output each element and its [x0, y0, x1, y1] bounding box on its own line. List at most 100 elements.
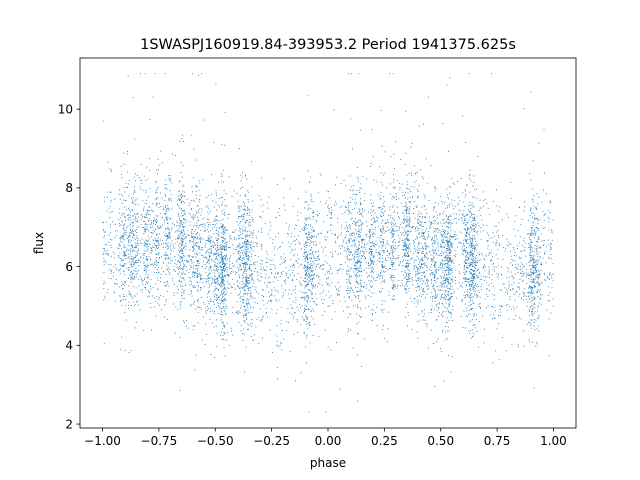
- data-point: [371, 314, 373, 316]
- data-point: [450, 282, 452, 284]
- data-point: [265, 307, 267, 309]
- data-point: [143, 280, 145, 282]
- data-point: [398, 255, 400, 256]
- data-point: [528, 237, 530, 239]
- data-point: [221, 292, 223, 294]
- data-point: [350, 290, 351, 291]
- data-point: [505, 247, 507, 249]
- data-point: [206, 218, 208, 220]
- data-point: [128, 195, 130, 197]
- data-point: [132, 244, 134, 246]
- data-point: [123, 227, 125, 229]
- data-point: [407, 236, 409, 238]
- data-point: [213, 261, 215, 263]
- data-point: [453, 254, 455, 256]
- data-point: [216, 346, 218, 348]
- data-point: [201, 278, 203, 280]
- data-point: [361, 209, 363, 211]
- data-points: [102, 73, 554, 413]
- data-point: [449, 206, 450, 208]
- data-point: [469, 244, 471, 246]
- data-point: [156, 192, 158, 194]
- data-point: [468, 330, 469, 332]
- data-point: [481, 219, 483, 221]
- data-point: [478, 306, 480, 307]
- data-point: [165, 281, 167, 283]
- data-point: [181, 238, 183, 240]
- data-point: [119, 252, 121, 254]
- data-point: [368, 263, 370, 265]
- data-point: [390, 245, 392, 247]
- data-point: [245, 308, 247, 310]
- data-point: [160, 192, 162, 194]
- data-point: [143, 254, 145, 256]
- data-point: [130, 244, 132, 246]
- data-point: [208, 263, 210, 265]
- data-point: [533, 296, 535, 298]
- data-point: [138, 265, 140, 267]
- data-point: [532, 315, 534, 317]
- data-point: [385, 231, 387, 233]
- data-point: [521, 281, 523, 283]
- data-point: [530, 242, 532, 244]
- data-point: [133, 305, 135, 307]
- data-point: [197, 290, 199, 292]
- data-point: [369, 232, 371, 234]
- data-point: [267, 316, 269, 318]
- data-point: [463, 215, 465, 217]
- data-point: [184, 226, 186, 228]
- data-point: [465, 255, 467, 256]
- data-point: [524, 242, 526, 244]
- data-point: [531, 319, 533, 321]
- data-point: [546, 309, 548, 311]
- data-point: [444, 265, 446, 267]
- data-point: [471, 273, 473, 275]
- data-point: [240, 264, 241, 266]
- data-point: [373, 262, 374, 264]
- data-point: [447, 274, 449, 276]
- data-point: [513, 306, 515, 308]
- data-point: [256, 303, 258, 304]
- data-point: [269, 329, 271, 331]
- data-point: [248, 243, 250, 245]
- data-point: [470, 273, 472, 275]
- data-point: [318, 275, 320, 277]
- data-point: [492, 256, 493, 258]
- data-point: [373, 209, 375, 211]
- data-point: [304, 252, 306, 253]
- data-point: [355, 296, 357, 298]
- data-point: [424, 253, 426, 255]
- data-point: [393, 286, 395, 288]
- data-point: [188, 234, 190, 236]
- data-point: [403, 212, 405, 214]
- data-point: [319, 213, 320, 215]
- data-point: [466, 235, 468, 237]
- data-point: [443, 282, 444, 284]
- data-point: [531, 241, 533, 243]
- data-point: [152, 226, 154, 228]
- data-point: [249, 295, 251, 297]
- data-point: [370, 163, 372, 164]
- data-point: [431, 295, 433, 297]
- data-point: [156, 173, 158, 174]
- data-point: [328, 208, 330, 209]
- data-point: [310, 229, 312, 231]
- data-point: [180, 281, 182, 283]
- data-point: [532, 278, 534, 279]
- data-point: [380, 228, 382, 230]
- data-point: [357, 253, 359, 255]
- data-point: [368, 306, 369, 308]
- data-point: [269, 229, 271, 231]
- data-point: [391, 269, 393, 271]
- data-point: [105, 261, 107, 263]
- data-point: [532, 221, 534, 223]
- data-point: [298, 241, 300, 243]
- data-point: [387, 250, 389, 252]
- data-point: [183, 218, 185, 220]
- data-point: [190, 259, 192, 261]
- data-point: [526, 233, 528, 235]
- data-point: [507, 287, 509, 289]
- data-point: [217, 278, 218, 280]
- data-point: [355, 269, 357, 271]
- data-point: [493, 299, 495, 301]
